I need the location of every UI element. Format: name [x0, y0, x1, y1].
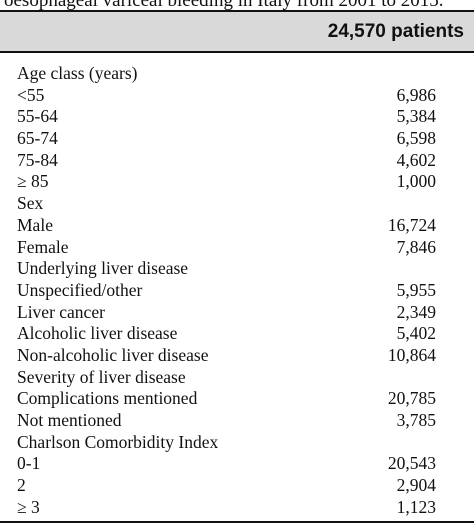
row-value: 5,384 — [396, 106, 436, 127]
row-label: 75-84 — [17, 149, 58, 170]
column-header-patients: 24,570 patients — [327, 21, 464, 42]
table-row: Liver cancer 2,349 — [0, 302, 474, 324]
row-label: <55 — [17, 84, 45, 105]
row-label: 65-74 — [17, 128, 58, 149]
row-value: 4,602 — [396, 149, 436, 170]
row-value: 7,846 — [396, 236, 436, 257]
table-row: Charlson Comorbidity Index — [0, 432, 474, 454]
table-bottom-rule — [0, 521, 474, 523]
table-caption: oesophageal variceal bleeding in Italy f… — [4, 0, 444, 11]
table-row: Female 7,846 — [0, 237, 474, 259]
row-label: ≥ 3 — [17, 496, 40, 517]
table-row: Severity of liver disease — [0, 367, 474, 389]
row-label: Underlying liver disease — [17, 258, 189, 279]
table-row: Alcoholic liver disease 5,402 — [0, 323, 474, 345]
row-value: 20,785 — [387, 388, 436, 409]
row-value: 3,785 — [396, 410, 436, 430]
row-value: 20,543 — [387, 453, 436, 474]
row-value: 1,000 — [396, 171, 436, 192]
row-label: ≥ 85 — [17, 171, 49, 192]
table-row: Non-alcoholic liver disease 10,864 — [0, 345, 474, 367]
row-value: 1,123 — [396, 496, 436, 517]
table-row: 65-74 6,598 — [0, 128, 474, 150]
row-label: Non-alcoholic liver disease — [17, 344, 209, 365]
table-row: Age class (years) — [0, 63, 474, 85]
table-body: Age class (years) <55 6,986 55-64 5,384 65… — [0, 63, 474, 518]
row-label: Charlson Comorbidity Index — [17, 431, 219, 452]
table-row: ≥ 85 1,000 — [0, 171, 474, 193]
table-row: Not mentioned 3,785 — [0, 410, 474, 432]
table-row: <55 6,986 — [0, 85, 474, 107]
table-row: ≥ 3 1,123 — [0, 497, 474, 519]
table-row: Unspecified/other 5,955 — [0, 280, 474, 302]
row-value: 10,864 — [387, 344, 436, 365]
row-value: 6,986 — [396, 84, 436, 105]
row-label: Female — [17, 236, 69, 257]
row-label: Alcoholic liver disease — [17, 323, 178, 344]
row-label: Sex — [17, 193, 44, 214]
table-row: 0-1 20,543 — [0, 453, 474, 475]
table-row: 55-64 5,384 — [0, 106, 474, 128]
table-row: 75-84 4,602 — [0, 150, 474, 172]
row-value: 5,402 — [396, 323, 436, 344]
table-row: Complications mentioned 20,785 — [0, 388, 474, 410]
row-value: 2,349 — [396, 301, 436, 322]
row-value: 5,955 — [396, 279, 436, 300]
row-label: Unspecified/other — [17, 279, 143, 300]
row-value: 6,598 — [396, 128, 436, 149]
row-label: Complications mentioned — [17, 388, 198, 409]
table-row: Sex — [0, 193, 474, 215]
row-value: 2,904 — [396, 475, 436, 496]
row-label: 2 — [17, 475, 26, 496]
row-value: 16,724 — [387, 214, 436, 235]
row-label: 0-1 — [17, 453, 41, 474]
row-label: Male — [17, 214, 53, 235]
row-label: Liver cancer — [17, 301, 105, 322]
table-row: 2 2,904 — [0, 475, 474, 497]
table-row: Underlying liver disease — [0, 258, 474, 280]
row-label: Not mentioned — [17, 410, 122, 430]
row-label: Severity of liver disease — [17, 366, 186, 387]
row-label: 55-64 — [17, 106, 58, 127]
row-label: Age class (years) — [17, 63, 138, 83]
table-row: Male 16,724 — [0, 215, 474, 237]
table-header: 24,570 patients — [0, 10, 474, 53]
